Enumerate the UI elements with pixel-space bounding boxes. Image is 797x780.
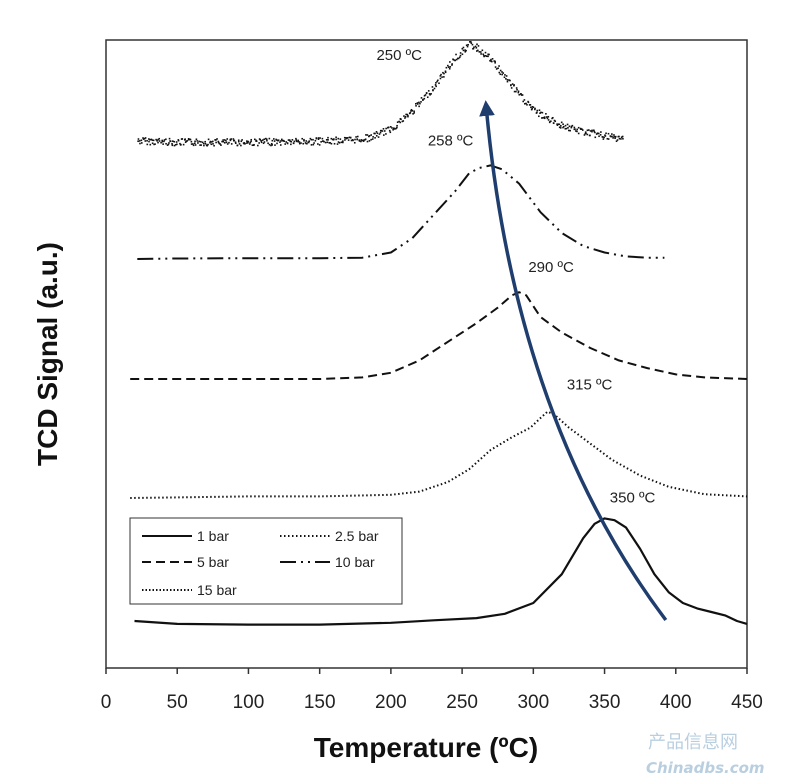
peak-label-2-5-bar: 315 ºC [567, 377, 613, 394]
peak-label-15-bar: 250 ºC [376, 47, 422, 64]
legend-label-5-bar: 5 bar [197, 554, 229, 570]
x-axis-ticks [105, 668, 748, 674]
peak-annotations: 350 ºC 315 ºC 290 ºC 258 ºC 250 ºC [376, 47, 655, 506]
x-tick-label-0: 0 [101, 692, 112, 713]
watermark-line1: 产品信息网 [648, 732, 738, 753]
x-tick-label-250: 250 [446, 692, 478, 713]
watermark: 产品信息网 Chinadbs.com [646, 732, 765, 777]
x-axis-tick-labels: 0 50 100 150 200 250 300 350 400 450 [101, 692, 763, 713]
series-5-bar [130, 291, 748, 380]
legend-label-15-bar: 15 bar [197, 582, 237, 598]
x-tick-label-200: 200 [375, 692, 407, 713]
series-10-bar [137, 164, 665, 260]
x-axis-title: Temperature (ºC) [314, 732, 538, 763]
watermark-line2: Chinadbs.com [646, 759, 765, 777]
x-tick-label-350: 350 [589, 692, 621, 713]
y-axis-title: TCD Signal (a.u.) [32, 242, 63, 466]
trend-arrow-curve [479, 100, 668, 622]
x-tick-label-450: 450 [731, 692, 763, 713]
series-layer [130, 40, 748, 626]
legend-label-2-5-bar: 2.5 bar [335, 528, 379, 544]
x-tick-label-50: 50 [167, 692, 188, 713]
legend-label-1-bar: 1 bar [197, 528, 229, 544]
series-1-bar [134, 517, 748, 626]
peak-label-10-bar: 258 ºC [428, 132, 474, 149]
legend-label-10-bar: 10 bar [335, 554, 375, 570]
peak-label-5-bar: 290 ºC [528, 259, 574, 276]
series-2-5-bar [130, 410, 748, 499]
legend: 1 bar 2.5 bar 5 bar 10 bar 15 bar [129, 517, 403, 605]
x-tick-label-150: 150 [304, 692, 336, 713]
peak-label-1-bar: 350 ºC [610, 489, 656, 506]
x-tick-label-400: 400 [660, 692, 692, 713]
x-tick-label-100: 100 [233, 692, 265, 713]
x-tick-label-300: 300 [517, 692, 549, 713]
plot-frame [105, 39, 748, 669]
series-15-bar [137, 40, 624, 147]
